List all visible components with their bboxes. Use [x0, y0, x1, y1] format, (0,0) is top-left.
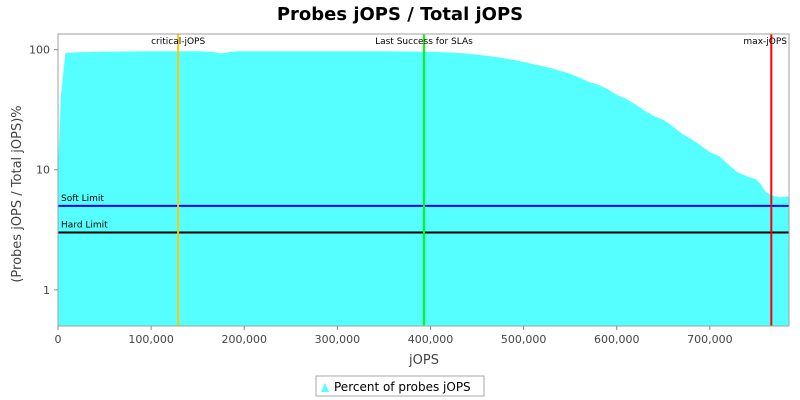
y-tick-label-2: 100	[29, 44, 50, 57]
marker-label-2: max-jOPS	[743, 37, 787, 47]
x-axis-label: jOPS	[408, 353, 439, 368]
chart-title: Probes jOPS / Total jOPS	[277, 4, 523, 25]
limit-label-1: Hard Limit	[61, 221, 108, 231]
legend-label: Percent of probes jOPS	[334, 380, 471, 394]
plot-border	[57, 33, 790, 327]
x-tick-label-6: 600,000	[594, 333, 640, 346]
x-axis: 0 100,000 200,000 300,000 400,000 500,000 600,…	[55, 326, 733, 346]
limit-label-0: Soft Limit	[61, 194, 104, 204]
y-tick-label-1: 10	[36, 164, 50, 177]
x-tick-label-2: 200,000	[221, 333, 267, 346]
x-tick-label-0: 0	[55, 333, 62, 346]
marker-label-1: Last Success for SLAs	[375, 37, 473, 47]
y-axis: 1 10 100	[29, 44, 58, 297]
x-tick-label-4: 400,000	[408, 333, 454, 346]
y-tick-label-0: 1	[43, 284, 50, 297]
marker-label-0: critical-jOPS	[151, 37, 205, 47]
legend-box	[315, 375, 485, 397]
y-axis-label: (Probes jOPS / Total jOPS)%	[10, 105, 25, 282]
legend: Percent of probes jOPS	[315, 375, 485, 397]
x-tick-label-1: 100,000	[128, 333, 174, 346]
x-tick-label-3: 300,000	[315, 333, 361, 346]
legend-swatch-icon	[321, 383, 329, 392]
marker-layer: critical-jOPS Last Success for SLAs max-jO…	[151, 34, 787, 326]
x-tick-label-5: 500,000	[501, 333, 547, 346]
x-tick-label-7: 700,000	[687, 333, 733, 346]
